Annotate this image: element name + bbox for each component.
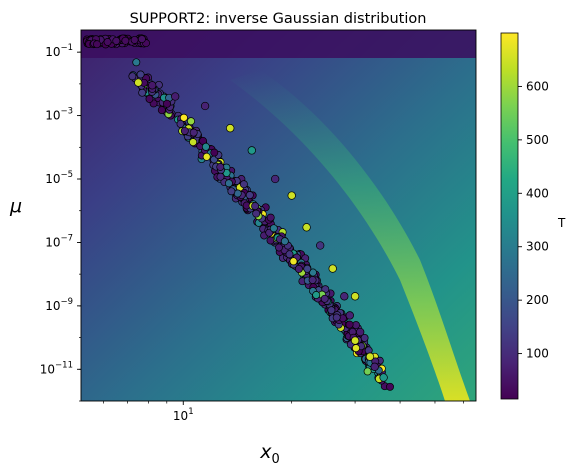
chart-title: SUPPORT2: inverse Gaussian distribution [130,11,427,27]
scatter-point [271,174,280,184]
scatter-point [280,237,289,246]
scatter-point [163,99,171,108]
scatter-point [320,294,329,303]
colorbar-tick-label: 400 [526,186,549,200]
scatter-point [200,101,210,111]
scatter-point [157,106,166,115]
scatter-point [239,180,248,189]
x-axis-label: x0 [259,441,280,467]
scatter-point [93,40,101,49]
scatter-point [227,187,236,196]
heatmap-ridge [230,70,470,401]
y-axis-label: μ [9,195,22,217]
scatter-point [386,382,394,391]
scatter-point [379,373,388,382]
colorbar-gradient [500,32,519,400]
scatter-point [112,36,121,45]
x-axis: 101 [103,401,464,423]
scatter-point [252,209,261,218]
scatter-point [226,124,235,133]
scatter-point [224,179,233,188]
plot-area: 10−1 10−3 10−5 10−7 10−9 10−11 101 [40,29,477,423]
y-tick-label: 10−9 [45,297,73,313]
y-tick-label: 10−1 [45,43,73,59]
scatter-point [245,191,254,200]
scatter-point [287,191,296,200]
colorbar-tick-label: 300 [526,240,549,254]
scatter-point [216,172,225,181]
scatter-point [103,38,112,46]
scatter-point [309,268,317,277]
scatter-point [247,146,256,155]
scatter-point [121,36,130,45]
scatter-point [328,264,337,273]
scatter-point [302,223,311,232]
scatter-point [308,276,317,284]
scatter-point [370,362,379,371]
y-tick-label: 10−11 [40,360,73,376]
y-tick-label: 10−3 [45,107,73,123]
plot-frame [80,29,477,402]
scatter-point [356,327,365,337]
scatter-point [303,264,312,273]
scatter-point [269,224,278,233]
scatter-point [345,311,354,320]
scatter-point [332,313,341,322]
scatter-point [289,257,298,266]
scatter-point [285,250,294,259]
scatter-point [145,94,154,103]
scatter-point [187,117,195,126]
scatter-point [316,241,325,250]
scatter-point [138,88,147,97]
scatter-point [350,292,360,301]
scatter-point [148,81,157,90]
scatter-point [345,320,354,329]
colorbar-ticks: 100 200 300 400 500 600 [518,79,549,361]
scatter-point [171,92,180,101]
y-tick-label: 10−5 [45,170,73,186]
y-axis: 10−1 10−3 10−5 10−7 10−9 10−11 [40,43,81,402]
scatter-points [82,34,394,391]
colorbar-tick-label: 100 [526,347,549,361]
scatter-point [136,70,145,79]
colorbar-label: T [557,216,566,230]
scatter-point [189,138,198,147]
colorbar-tick-label: 200 [526,293,549,307]
scatter-point [189,128,198,137]
scatter-point [137,35,146,44]
scatter-point [180,126,189,135]
x-tick-label: 101 [173,407,194,423]
scatter-point [266,213,275,222]
scatter-point [202,152,211,161]
colorbar-tick-label: 600 [526,79,549,93]
scatter-point [365,352,375,361]
x-axis-label-subscript: 0 [271,452,279,467]
y-tick-label: 10−7 [45,233,73,249]
scatter-point [363,367,372,376]
scatter-point [251,202,260,211]
scatter-point [179,113,188,122]
scatter-point [312,291,321,299]
scatter-point [134,78,143,87]
scatter-point [340,292,349,301]
scatter-point [210,148,219,157]
scatter-point [132,58,141,67]
scatter-point [352,344,360,353]
scatter-point [294,264,303,273]
colorbar-tick-label: 500 [526,133,549,147]
scatter-point [128,72,137,81]
scatter-point [216,163,225,171]
scatter-point [176,119,185,128]
colorbar: 100 200 300 400 500 600 T [500,32,566,400]
scatter-point [275,243,283,252]
scatter-point [327,306,336,315]
scatter-point [130,35,139,44]
scatter-point [201,142,210,151]
scatter-point [350,336,360,345]
